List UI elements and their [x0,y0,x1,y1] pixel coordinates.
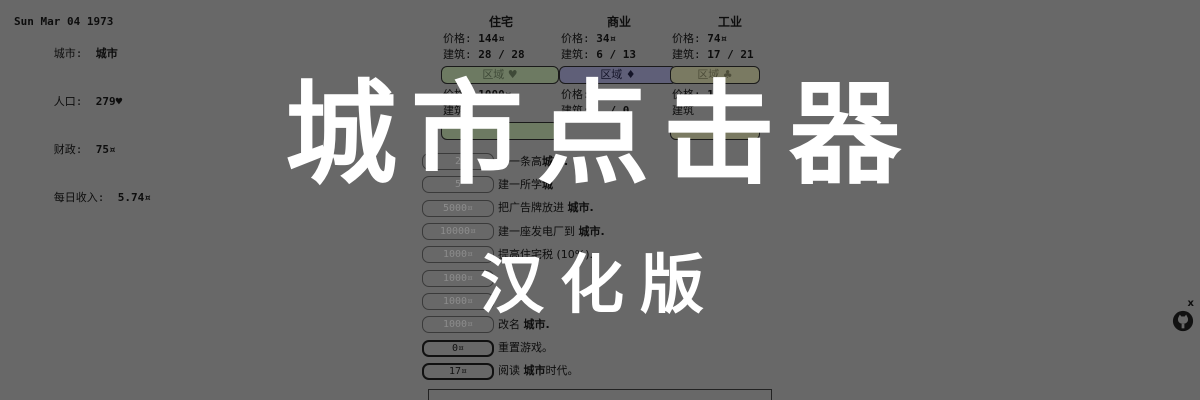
action-text: 建一所学 [498,177,542,191]
sector-title: 商业 [606,15,631,29]
sector-price: 价格: 74¤ [672,32,728,45]
sector-buildings: 建筑: 28 / 28 [443,48,525,61]
finance-value: 75¤ [95,143,116,156]
action-cost-button[interactable]: 1000¤ [422,316,494,334]
action-row: 1000¤ [422,266,605,289]
action-target: 城市. [542,154,569,168]
action-row: 5 建一所学城 [422,173,605,196]
population-row: 人口: 279♥ [14,78,151,126]
finance-row: 财政: 75¤ [14,126,151,174]
city-stats-panel: Sun Mar 04 1973 城市: 城市 人口: 279♥ 财政: 75¤ 每日收… [14,14,151,222]
upgrade-residential-button[interactable] [441,122,559,140]
action-row: 17¤ 阅读 城市 时代。 [422,360,605,383]
action-text: 把广告牌放进 [498,201,568,215]
sector-upgrade-buildings: 建筑 [672,104,694,117]
action-cost-button[interactable]: 1000¤ [422,246,494,264]
action-tail: 时代。 [545,364,579,378]
action-text: 接一条高 [498,154,542,168]
finance-label: 财政: [53,143,83,156]
action-list: 2 接一条高 城市. 5 建一所学城 5000¤ 把广告牌放进 城市. 10000¤ 建一座发电… [422,150,605,383]
city-name-value: 城市 [95,47,118,60]
action-text: 重置游戏。 [498,341,553,355]
zone-residential-button[interactable]: 区域 ♥ [441,66,559,84]
action-text: 阅读 [498,364,524,378]
action-cost-button[interactable]: 0¤ [422,339,494,357]
sector-upgrade-price: 价格: [561,88,590,101]
sector-industrial: 工业 价格: 74¤ 建筑: 17 / 21 区域 ♣ 价格: 10 建筑 [670,14,790,143]
action-cost-button[interactable]: 1000¤ [422,269,494,287]
zone-industrial-button[interactable]: 区域 ♣ [670,66,760,84]
action-cost-button[interactable]: 2 [422,153,494,171]
github-icon[interactable] [1172,310,1194,332]
action-row: 1000¤ 提高住宅税 (10%). [422,243,605,266]
action-row: 1000¤ 改名 城市. [422,313,605,336]
action-row: 5000¤ 把广告牌放进 城市. [422,197,605,220]
action-cost-button[interactable]: 1000¤ [422,292,494,310]
action-target: 城 [542,177,553,191]
action-target: 城市. [578,224,605,238]
action-text: 建一座发电厂到 [498,224,579,238]
action-row: 10000¤ 建一座发电厂到 城市. [422,220,605,243]
sector-buildings: 建筑: 6 / 13 [561,48,636,61]
sector-upgrade-buildings: 建筑: / 0 [561,104,630,117]
sector-upgrade-buildings: 建筑: [443,104,472,117]
action-target: 城市. [523,317,550,331]
zone-commercial-button[interactable]: 区域 ♦ [559,66,677,84]
city-name-row: 城市: 城市 [14,30,151,78]
action-row: 2 接一条高 城市. [422,150,605,173]
action-target: 城市 [523,364,546,378]
sector-buildings: 建筑: 17 / 21 [672,48,754,61]
sector-commercial: 商业 价格: 34¤ 建筑: 6 / 13 区域 ♦ 价格: 建筑: / 0 [559,14,679,119]
population-value: 279♥ [95,95,123,108]
sector-price: 价格: 34¤ [561,32,617,45]
upgrade-industrial-button[interactable] [670,122,760,140]
action-target: 城市. [567,201,594,215]
action-cost-button[interactable]: 5000¤ [422,199,494,217]
income-value: 5.74¤ [117,191,151,204]
sector-price: 价格: 144¤ [443,32,505,45]
population-label: 人口: [53,95,83,108]
action-cost-button[interactable]: 17¤ [422,362,494,380]
sector-title: 工业 [717,15,742,29]
income-row: 每日收入: 5.74¤ [14,174,151,222]
sector-title: 住宅 [488,15,513,29]
action-text: 改名 [498,317,524,331]
close-icon[interactable]: x [1187,298,1194,309]
city-name-label: 城市: [53,47,83,60]
sector-upgrade-price: 价格: 1000¤ [443,88,512,101]
action-row: 0¤ 重置游戏。 [422,336,605,359]
income-label: 每日收入: [53,191,105,204]
action-text: 提高住宅税 (10%). [498,247,594,261]
sector-residential: 住宅 价格: 144¤ 建筑: 28 / 28 区域 ♥ 价格: 1000¤ 建… [441,14,561,143]
action-cost-button[interactable]: 5 [422,176,494,194]
game-date: Sun Mar 04 1973 [14,15,114,28]
news-box [428,389,772,400]
sector-upgrade-price: 价格: 10 [672,88,721,101]
action-cost-button[interactable]: 10000¤ [422,223,494,241]
action-row: 1000¤ [422,290,605,313]
